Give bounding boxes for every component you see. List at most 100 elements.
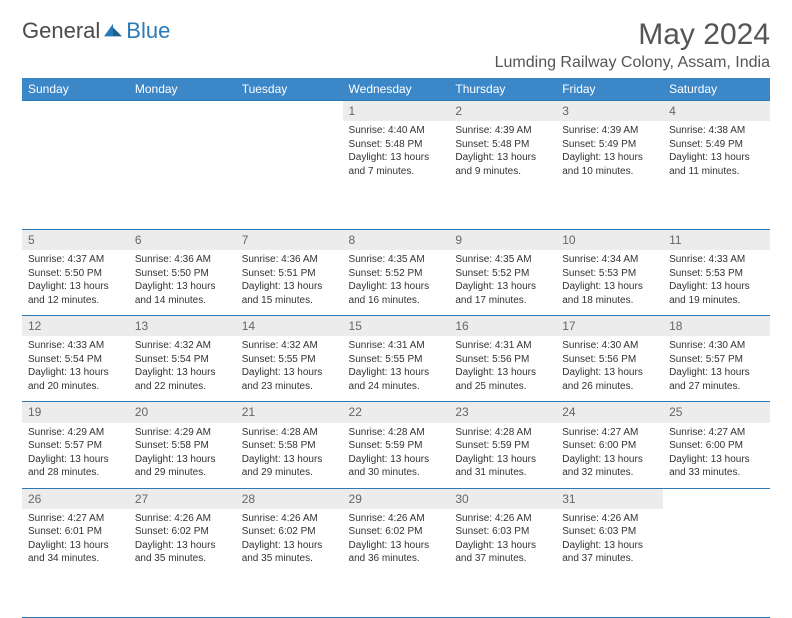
day-header: Saturday (663, 78, 770, 101)
calendar-row: 1Sunrise: 4:40 AMSunset: 5:48 PMDaylight… (22, 101, 770, 230)
day-number: 10 (556, 230, 663, 250)
logo-mark-icon (102, 22, 124, 40)
calendar-cell-empty (22, 101, 129, 230)
month-title: May 2024 (495, 18, 770, 52)
day-header: Friday (556, 78, 663, 101)
day-body: Sunrise: 4:31 AMSunset: 5:56 PMDaylight:… (449, 336, 556, 401)
day-body: Sunrise: 4:26 AMSunset: 6:03 PMDaylight:… (449, 509, 556, 574)
day-body: Sunrise: 4:27 AMSunset: 6:00 PMDaylight:… (556, 423, 663, 488)
day-number: 26 (22, 489, 129, 509)
day-body: Sunrise: 4:28 AMSunset: 5:59 PMDaylight:… (449, 423, 556, 488)
calendar-cell: 9Sunrise: 4:35 AMSunset: 5:52 PMDaylight… (449, 230, 556, 316)
day-number: 23 (449, 402, 556, 422)
calendar-cell: 5Sunrise: 4:37 AMSunset: 5:50 PMDaylight… (22, 230, 129, 316)
calendar-cell-empty (663, 488, 770, 617)
day-number: 5 (22, 230, 129, 250)
calendar-cell: 14Sunrise: 4:32 AMSunset: 5:55 PMDayligh… (236, 316, 343, 402)
day-body: Sunrise: 4:35 AMSunset: 5:52 PMDaylight:… (343, 250, 450, 315)
calendar-cell: 7Sunrise: 4:36 AMSunset: 5:51 PMDaylight… (236, 230, 343, 316)
calendar-row: 5Sunrise: 4:37 AMSunset: 5:50 PMDaylight… (22, 230, 770, 316)
day-number: 28 (236, 489, 343, 509)
calendar-table: SundayMondayTuesdayWednesdayThursdayFrid… (22, 78, 770, 617)
day-body: Sunrise: 4:39 AMSunset: 5:48 PMDaylight:… (449, 121, 556, 186)
calendar-cell: 29Sunrise: 4:26 AMSunset: 6:02 PMDayligh… (343, 488, 450, 617)
title-block: May 2024 Lumding Railway Colony, Assam, … (495, 18, 770, 72)
calendar-cell: 12Sunrise: 4:33 AMSunset: 5:54 PMDayligh… (22, 316, 129, 402)
logo: General Blue (22, 18, 170, 44)
day-body: Sunrise: 4:28 AMSunset: 5:58 PMDaylight:… (236, 423, 343, 488)
calendar-cell: 23Sunrise: 4:28 AMSunset: 5:59 PMDayligh… (449, 402, 556, 488)
day-body: Sunrise: 4:34 AMSunset: 5:53 PMDaylight:… (556, 250, 663, 315)
day-body: Sunrise: 4:37 AMSunset: 5:50 PMDaylight:… (22, 250, 129, 315)
day-header: Wednesday (343, 78, 450, 101)
calendar-cell: 19Sunrise: 4:29 AMSunset: 5:57 PMDayligh… (22, 402, 129, 488)
calendar-cell-empty (129, 101, 236, 230)
day-number: 20 (129, 402, 236, 422)
calendar-cell-empty (236, 101, 343, 230)
day-body: Sunrise: 4:27 AMSunset: 6:01 PMDaylight:… (22, 509, 129, 574)
day-body: Sunrise: 4:36 AMSunset: 5:50 PMDaylight:… (129, 250, 236, 315)
day-number: 22 (343, 402, 450, 422)
day-number: 31 (556, 489, 663, 509)
day-number: 21 (236, 402, 343, 422)
calendar-cell: 16Sunrise: 4:31 AMSunset: 5:56 PMDayligh… (449, 316, 556, 402)
calendar-cell: 10Sunrise: 4:34 AMSunset: 5:53 PMDayligh… (556, 230, 663, 316)
day-number: 17 (556, 316, 663, 336)
day-body: Sunrise: 4:38 AMSunset: 5:49 PMDaylight:… (663, 121, 770, 186)
logo-text-1: General (22, 18, 100, 44)
day-body: Sunrise: 4:26 AMSunset: 6:02 PMDaylight:… (129, 509, 236, 574)
day-body: Sunrise: 4:27 AMSunset: 6:00 PMDaylight:… (663, 423, 770, 488)
calendar-body: 1Sunrise: 4:40 AMSunset: 5:48 PMDaylight… (22, 101, 770, 617)
day-body: Sunrise: 4:30 AMSunset: 5:57 PMDaylight:… (663, 336, 770, 401)
day-body: Sunrise: 4:26 AMSunset: 6:03 PMDaylight:… (556, 509, 663, 574)
day-number: 4 (663, 101, 770, 121)
bottom-rule (22, 617, 770, 618)
day-body: Sunrise: 4:33 AMSunset: 5:54 PMDaylight:… (22, 336, 129, 401)
day-header: Tuesday (236, 78, 343, 101)
calendar-cell: 21Sunrise: 4:28 AMSunset: 5:58 PMDayligh… (236, 402, 343, 488)
calendar-cell: 8Sunrise: 4:35 AMSunset: 5:52 PMDaylight… (343, 230, 450, 316)
day-body: Sunrise: 4:32 AMSunset: 5:54 PMDaylight:… (129, 336, 236, 401)
calendar-cell: 6Sunrise: 4:36 AMSunset: 5:50 PMDaylight… (129, 230, 236, 316)
calendar-cell: 11Sunrise: 4:33 AMSunset: 5:53 PMDayligh… (663, 230, 770, 316)
day-number: 24 (556, 402, 663, 422)
day-number: 13 (129, 316, 236, 336)
day-number: 15 (343, 316, 450, 336)
day-number: 25 (663, 402, 770, 422)
day-body: Sunrise: 4:32 AMSunset: 5:55 PMDaylight:… (236, 336, 343, 401)
calendar-cell: 30Sunrise: 4:26 AMSunset: 6:03 PMDayligh… (449, 488, 556, 617)
day-header: Thursday (449, 78, 556, 101)
day-body: Sunrise: 4:30 AMSunset: 5:56 PMDaylight:… (556, 336, 663, 401)
calendar-cell: 20Sunrise: 4:29 AMSunset: 5:58 PMDayligh… (129, 402, 236, 488)
day-body: Sunrise: 4:33 AMSunset: 5:53 PMDaylight:… (663, 250, 770, 315)
day-number: 16 (449, 316, 556, 336)
day-header: Monday (129, 78, 236, 101)
day-body: Sunrise: 4:39 AMSunset: 5:49 PMDaylight:… (556, 121, 663, 186)
calendar-cell: 17Sunrise: 4:30 AMSunset: 5:56 PMDayligh… (556, 316, 663, 402)
day-number: 27 (129, 489, 236, 509)
day-number: 30 (449, 489, 556, 509)
day-body: Sunrise: 4:28 AMSunset: 5:59 PMDaylight:… (343, 423, 450, 488)
day-number: 29 (343, 489, 450, 509)
day-number: 3 (556, 101, 663, 121)
day-header: Sunday (22, 78, 129, 101)
calendar-cell: 13Sunrise: 4:32 AMSunset: 5:54 PMDayligh… (129, 316, 236, 402)
calendar-cell: 26Sunrise: 4:27 AMSunset: 6:01 PMDayligh… (22, 488, 129, 617)
calendar-row: 12Sunrise: 4:33 AMSunset: 5:54 PMDayligh… (22, 316, 770, 402)
day-body: Sunrise: 4:40 AMSunset: 5:48 PMDaylight:… (343, 121, 450, 186)
day-number: 1 (343, 101, 450, 121)
calendar-cell: 1Sunrise: 4:40 AMSunset: 5:48 PMDaylight… (343, 101, 450, 230)
calendar-row: 19Sunrise: 4:29 AMSunset: 5:57 PMDayligh… (22, 402, 770, 488)
day-body: Sunrise: 4:31 AMSunset: 5:55 PMDaylight:… (343, 336, 450, 401)
logo-text-2: Blue (126, 18, 170, 43)
day-number: 19 (22, 402, 129, 422)
day-body: Sunrise: 4:29 AMSunset: 5:58 PMDaylight:… (129, 423, 236, 488)
calendar-cell: 27Sunrise: 4:26 AMSunset: 6:02 PMDayligh… (129, 488, 236, 617)
day-number: 2 (449, 101, 556, 121)
calendar-cell: 15Sunrise: 4:31 AMSunset: 5:55 PMDayligh… (343, 316, 450, 402)
location-text: Lumding Railway Colony, Assam, India (495, 54, 770, 72)
calendar-row: 26Sunrise: 4:27 AMSunset: 6:01 PMDayligh… (22, 488, 770, 617)
day-number: 7 (236, 230, 343, 250)
day-body: Sunrise: 4:36 AMSunset: 5:51 PMDaylight:… (236, 250, 343, 315)
calendar-cell: 31Sunrise: 4:26 AMSunset: 6:03 PMDayligh… (556, 488, 663, 617)
